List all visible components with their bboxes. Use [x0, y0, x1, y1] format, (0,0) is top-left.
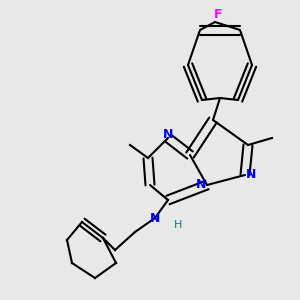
Text: H: H — [174, 220, 182, 230]
Text: N: N — [150, 212, 160, 224]
Text: N: N — [246, 169, 256, 182]
Text: N: N — [163, 128, 173, 142]
Text: F: F — [214, 8, 222, 22]
Text: N: N — [196, 178, 206, 191]
